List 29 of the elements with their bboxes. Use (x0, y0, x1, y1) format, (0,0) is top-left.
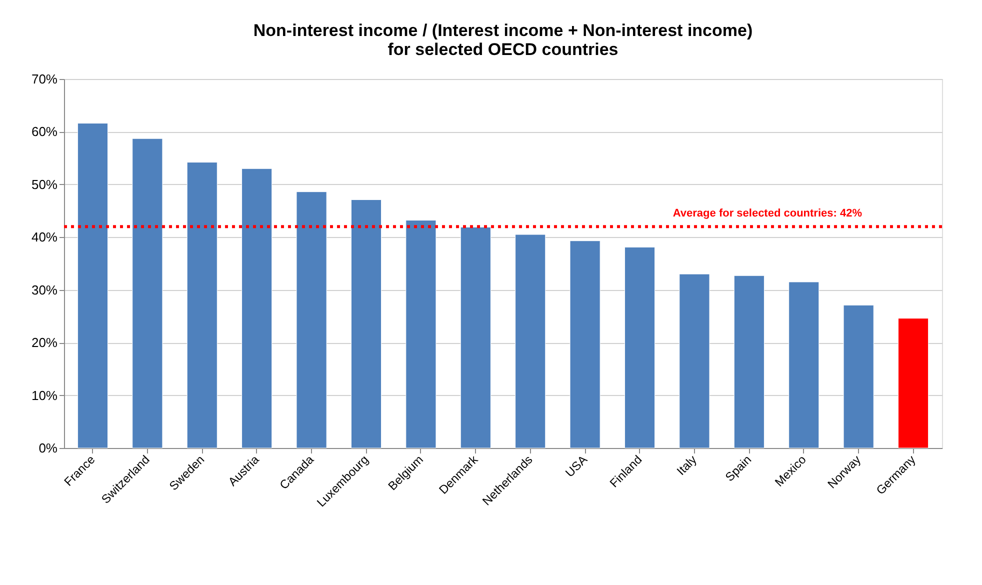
bar (132, 138, 163, 448)
y-tick-label: 50% (31, 176, 58, 192)
text: for selected OECD countries (388, 40, 618, 59)
bar (788, 282, 820, 448)
bar (624, 246, 656, 448)
y-tick-label: 70% (31, 72, 58, 86)
bar (460, 226, 491, 448)
y-tick-label: 60% (31, 124, 58, 140)
bar (898, 318, 929, 448)
bar (679, 274, 710, 448)
bar (843, 304, 874, 448)
bar (734, 275, 764, 448)
y-tick-label: 10% (31, 388, 58, 403)
y-tick-label: 40% (31, 230, 58, 245)
y-tick-label: 0% (38, 440, 58, 456)
text: Non-interest income / (Interest income + Non-interest income) (253, 21, 753, 40)
bar (242, 168, 272, 448)
bar (77, 123, 108, 448)
bar (406, 220, 436, 448)
bar (350, 199, 382, 448)
x-tick-label: USA (562, 452, 590, 480)
bar (515, 234, 546, 448)
ref-line-label: Average for selected countries: 42% (672, 208, 862, 220)
y-tick-label: 30% (31, 282, 58, 298)
y-tick-label: 20% (31, 335, 58, 350)
bar (570, 240, 600, 448)
bar (186, 162, 218, 448)
x-tick-label: Italy (674, 452, 700, 478)
bar (296, 192, 327, 448)
